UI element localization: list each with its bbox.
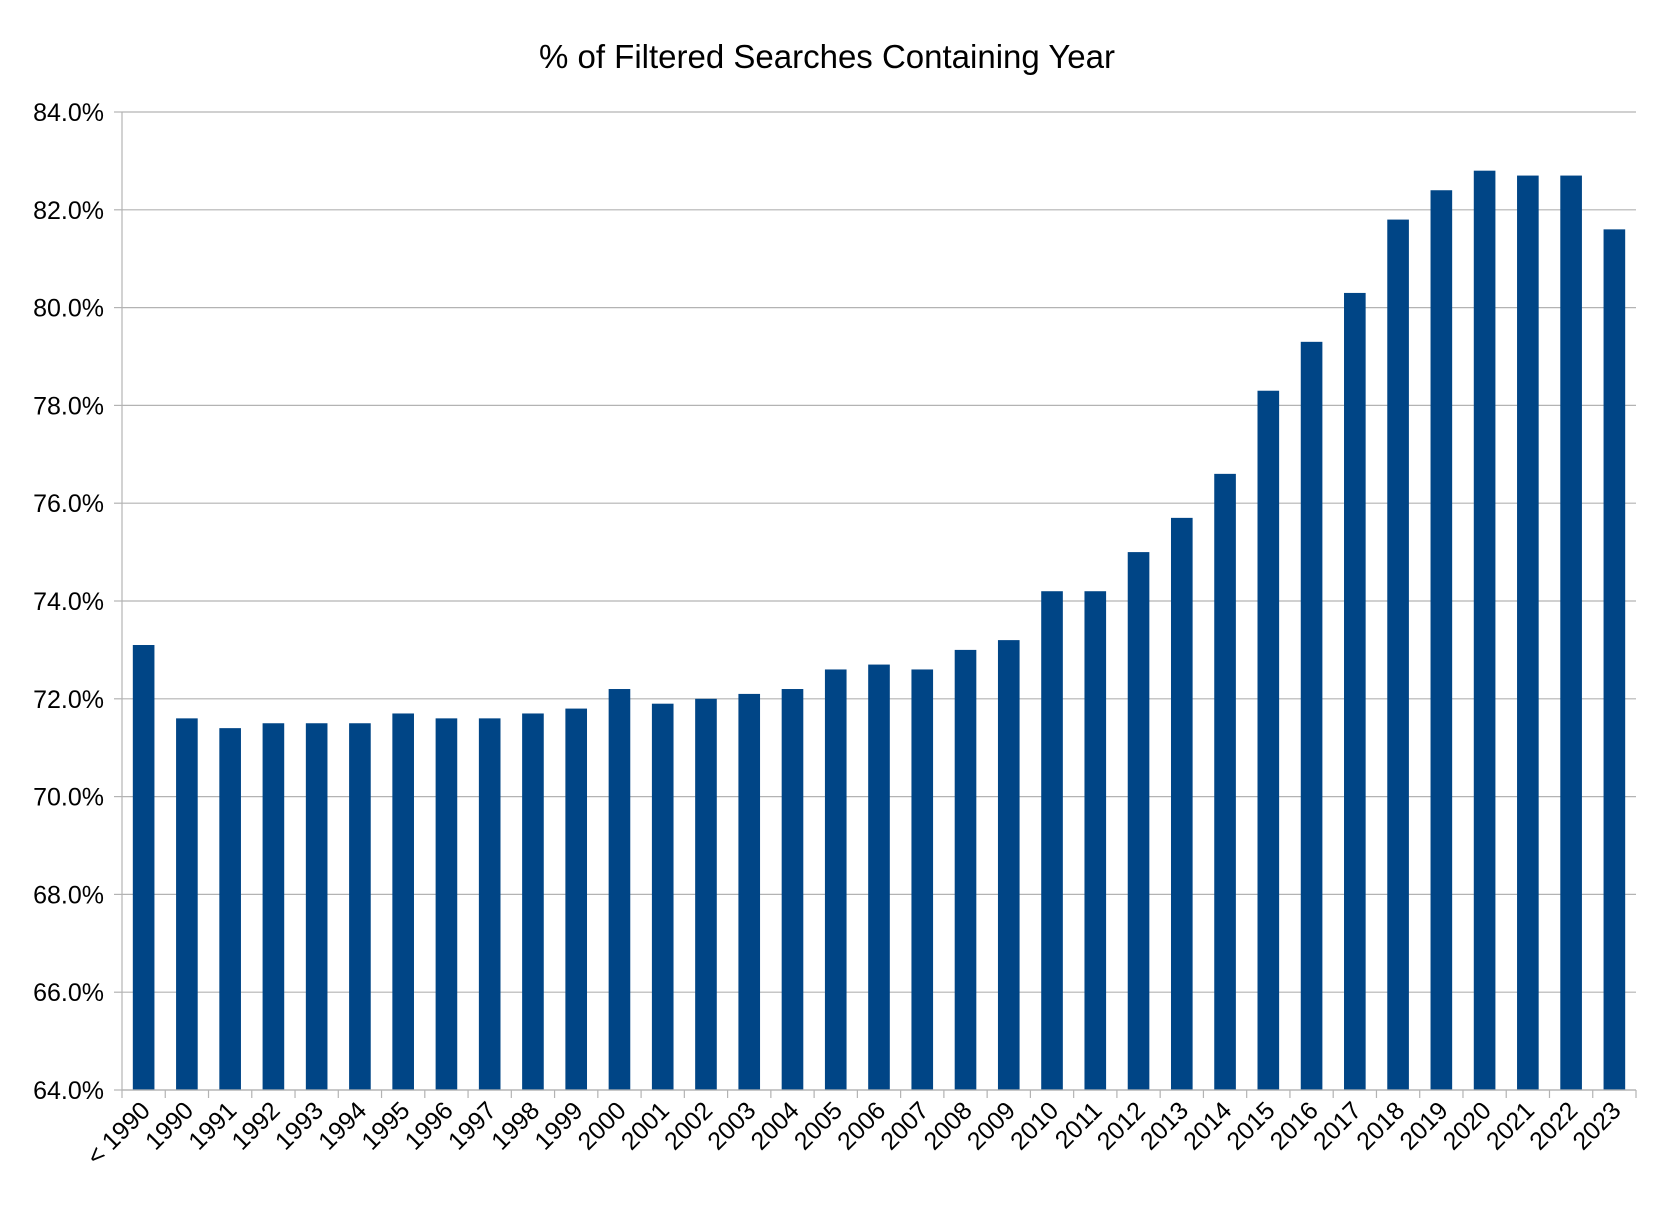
bar (1257, 390, 1280, 1091)
x-tick-label: 1990 (140, 1096, 199, 1155)
x-tick-label: 2011 (1050, 1096, 1108, 1154)
x-tick-labels: < 19901990199119921993199419951996199719… (82, 1096, 1627, 1170)
bar (1560, 175, 1582, 1090)
x-tick-label: 2005 (789, 1096, 848, 1155)
bar (1517, 175, 1539, 1090)
y-tick-label: 72.0% (33, 686, 104, 714)
bar (1430, 190, 1453, 1091)
x-tick-label: 1993 (270, 1096, 329, 1155)
x-tick-label: 2015 (1221, 1096, 1280, 1155)
x-tick-label: 2014 (1178, 1096, 1237, 1155)
x-tick-label: 2020 (1438, 1096, 1497, 1155)
x-tick-label: 1996 (400, 1096, 459, 1155)
x-tick-label: 2018 (1351, 1096, 1410, 1155)
bar (997, 640, 1020, 1090)
bar (1170, 517, 1193, 1090)
y-tick-label: 64.0% (33, 1077, 104, 1105)
x-tick-label: 2013 (1135, 1096, 1194, 1155)
x-tick-label: 1999 (529, 1096, 588, 1155)
x-tick-label: 1998 (486, 1096, 545, 1155)
axes (114, 111, 1637, 1098)
bar (954, 649, 977, 1090)
bar (1127, 552, 1150, 1090)
bar (392, 713, 414, 1090)
bar (824, 669, 847, 1090)
x-tick-label: 2008 (919, 1096, 978, 1155)
bar (305, 723, 328, 1090)
x-tick-label: 2002 (659, 1096, 718, 1155)
bar (478, 718, 501, 1090)
x-tick-label: 1997 (443, 1096, 502, 1155)
x-tick-label: 2009 (962, 1096, 1021, 1155)
bar (695, 698, 717, 1090)
x-tick-label: 1991 (183, 1096, 242, 1155)
bar (911, 669, 934, 1090)
bar (781, 689, 804, 1090)
bar (1603, 229, 1626, 1091)
x-tick-label: 2010 (1005, 1096, 1064, 1155)
x-tick-label: 2007 (875, 1096, 934, 1155)
bar (1084, 591, 1107, 1090)
bar (176, 718, 198, 1090)
bars (132, 170, 1626, 1091)
bar (1473, 170, 1496, 1090)
bar (1300, 341, 1323, 1091)
chart-title: % of Filtered Searches Containing Year (538, 38, 1116, 75)
x-tick-label: 2022 (1524, 1096, 1583, 1155)
x-tick-label: 2021 (1481, 1096, 1540, 1155)
x-tick-label: 2003 (702, 1096, 761, 1155)
x-tick-label: 2000 (573, 1096, 632, 1155)
x-tick-label: 2019 (1394, 1096, 1453, 1155)
y-tick-label: 66.0% (33, 979, 104, 1007)
x-tick-label: 2017 (1308, 1096, 1367, 1155)
x-tick-label: 2016 (1265, 1096, 1324, 1155)
y-tick-label: 70.0% (33, 784, 104, 812)
bar (435, 718, 458, 1090)
bar (868, 664, 890, 1090)
bar (1041, 591, 1063, 1090)
x-tick-label: 2001 (616, 1096, 675, 1155)
bar (1214, 473, 1236, 1090)
bar (219, 728, 241, 1090)
y-tick-label: 82.0% (33, 197, 104, 225)
y-tick-label: 74.0% (33, 588, 104, 616)
y-tick-label: 84.0% (33, 99, 104, 127)
bar (1344, 292, 1366, 1090)
x-tick-label: 2004 (746, 1096, 805, 1155)
y-tick-labels: 64.0% 66.0% 68.0% 70.0% 72.0% 74.0% 76.0% 78.0%… (33, 99, 104, 1105)
x-tick-label: 2012 (1092, 1096, 1151, 1155)
x-tick-label: 1992 (227, 1096, 286, 1155)
y-tick-label: 78.0% (33, 392, 104, 420)
y-tick-label: 76.0% (33, 490, 104, 518)
bar (608, 689, 631, 1090)
bar (349, 723, 371, 1090)
bar (651, 703, 674, 1090)
x-tick-label: 1995 (356, 1096, 415, 1155)
bar (522, 713, 544, 1090)
bar (132, 645, 155, 1090)
bar (565, 708, 588, 1090)
x-tick-label: 2023 (1567, 1096, 1626, 1155)
bar (262, 723, 285, 1090)
y-tick-label: 68.0% (33, 881, 104, 909)
bar (1387, 219, 1409, 1090)
x-tick-label: 1994 (313, 1096, 372, 1155)
x-tick-label: 2006 (832, 1096, 891, 1155)
y-tick-label: 80.0% (33, 295, 104, 323)
bar (738, 693, 761, 1090)
